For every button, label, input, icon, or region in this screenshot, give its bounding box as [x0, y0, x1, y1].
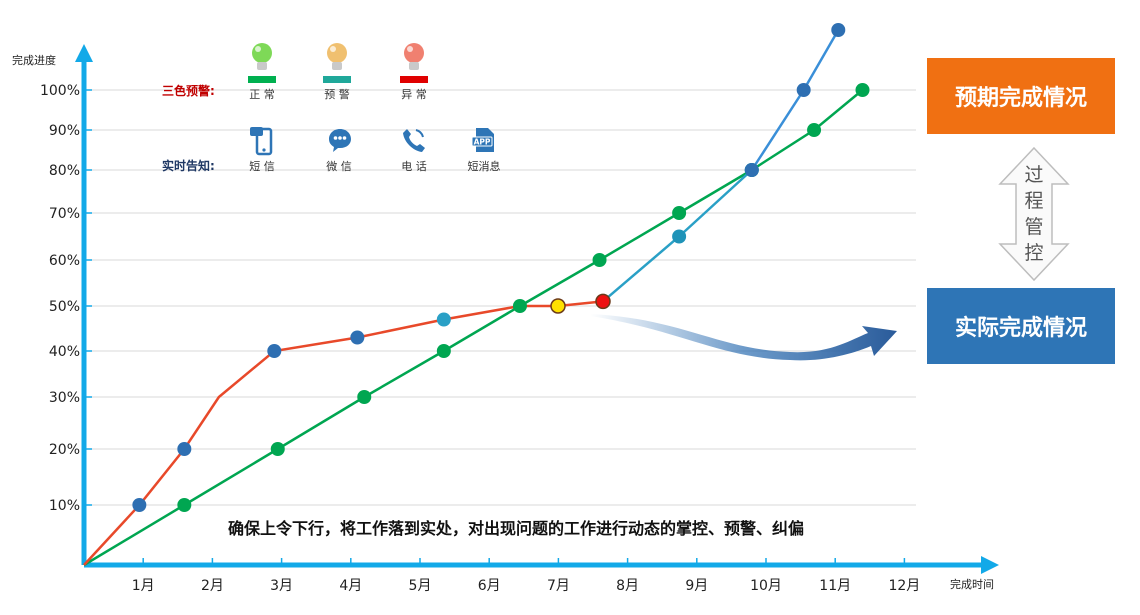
- y-tick-label: 30%: [49, 390, 80, 406]
- notify-item-label: 短消息: [467, 160, 501, 173]
- y-tick-label: 100%: [40, 83, 80, 99]
- x-tick-label: 6月: [478, 578, 501, 594]
- x-tick-label: 7月: [547, 578, 570, 594]
- x-tick-label: 3月: [270, 578, 293, 594]
- expected-point: [436, 344, 451, 358]
- y-tick-label: 70%: [49, 206, 80, 222]
- y-tick-label: 80%: [49, 163, 80, 179]
- y-tick-label: 90%: [49, 123, 80, 139]
- expected-box-label: 预期完成情况: [954, 86, 1087, 111]
- phone-sms-icon: [249, 126, 275, 160]
- actual-point: [267, 344, 282, 358]
- expected-point: [672, 206, 687, 220]
- y-tick-label: 10%: [49, 498, 80, 514]
- y-tick-label: 60%: [49, 253, 80, 269]
- x-tick-label: 4月: [339, 578, 362, 594]
- expected-point: [270, 442, 285, 456]
- expected-point: [177, 498, 192, 512]
- actual-point: [177, 442, 192, 456]
- crossing-point: [744, 163, 759, 177]
- expected-point: [357, 390, 372, 404]
- warning-item-label: 正 常: [249, 88, 275, 101]
- x-tick-label: 10月: [750, 578, 782, 594]
- process-control-char: 过: [1024, 164, 1044, 186]
- actual-point: [831, 23, 846, 37]
- process-control-char: 程: [1024, 190, 1044, 212]
- x-tick-label: 8月: [616, 578, 639, 594]
- notify-item-label: 电 话: [401, 160, 427, 173]
- expected-point: [512, 299, 527, 313]
- warning-item-label: 异 常: [401, 88, 427, 101]
- y-tick-label: 20%: [49, 442, 80, 458]
- x-axis-title: 完成时间: [950, 578, 994, 591]
- y-tick-label: 50%: [49, 299, 80, 315]
- x-tick-label: 1月: [132, 578, 155, 594]
- actual-point: [436, 312, 451, 327]
- warning-point: [595, 293, 611, 310]
- svg-text:APP: APP: [474, 138, 491, 147]
- x-tick-label: 12月: [888, 578, 920, 594]
- warning-color-bar: [248, 76, 276, 83]
- actual-point: [132, 498, 147, 512]
- x-axis-arrow: [981, 556, 999, 574]
- actual-point: [672, 229, 687, 244]
- expected-point: [592, 253, 607, 267]
- series-line: [83, 300, 604, 566]
- actual-box-label: 实际完成情况: [954, 316, 1087, 341]
- series-line: [750, 29, 840, 171]
- warning-color-bar: [400, 76, 428, 83]
- green-bulb-icon: [248, 40, 276, 78]
- actual-box: 实际完成情况: [927, 288, 1115, 364]
- x-tick-label: 11月: [819, 578, 851, 594]
- notify-item-label: 微 信: [326, 160, 352, 173]
- warning-color-bar: [323, 76, 351, 83]
- x-tick-label: 5月: [409, 578, 432, 594]
- double-arrow-icon: [998, 146, 1070, 282]
- deviation-arrow: [590, 314, 897, 361]
- actual-point: [350, 330, 365, 345]
- expected-box: 预期完成情况: [927, 58, 1115, 134]
- telephone-icon: [401, 126, 427, 158]
- y-axis-arrow: [75, 44, 93, 62]
- notify-item-label: 短 信: [249, 160, 275, 173]
- wechat-icon: [326, 126, 354, 158]
- red-bulb-icon: [400, 40, 428, 78]
- app-icon: APP: [471, 126, 497, 158]
- notify-legend-title: 实时告知:: [162, 159, 215, 173]
- actual-point: [796, 83, 811, 97]
- x-tick-label: 9月: [685, 578, 708, 594]
- annotation-text: 确保上令下行，将工作落到实处，对出现问题的工作进行动态的掌控、预警、纠偏: [228, 519, 805, 538]
- warning-legend-title: 三色预警:: [162, 84, 215, 98]
- y-axis-title: 完成进度: [12, 54, 56, 67]
- expected-point: [855, 83, 870, 97]
- orange-bulb-icon: [323, 40, 351, 78]
- y-tick-label: 40%: [49, 344, 80, 360]
- process-control-char: 控: [1024, 242, 1044, 264]
- warning-point: [550, 298, 566, 314]
- x-tick-label: 2月: [201, 578, 224, 594]
- process-control-char: 管: [1024, 216, 1044, 238]
- expected-point: [807, 123, 822, 137]
- warning-item-label: 预 警: [324, 88, 350, 101]
